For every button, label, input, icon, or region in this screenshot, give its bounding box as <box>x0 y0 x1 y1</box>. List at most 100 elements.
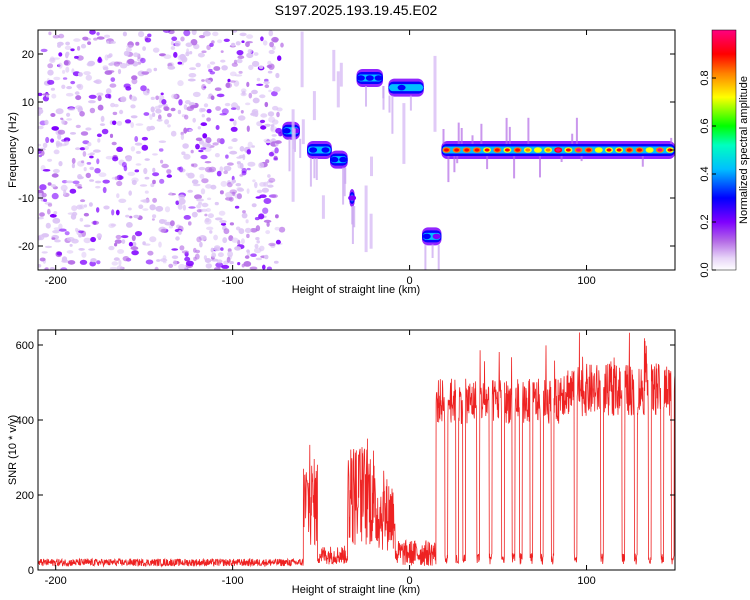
noise-blob <box>122 256 130 262</box>
streak <box>456 156 459 164</box>
noise-blob <box>85 127 92 131</box>
noise-blob <box>275 214 279 219</box>
noise-blob <box>51 93 57 99</box>
streak <box>508 126 511 144</box>
noise-blob <box>117 68 122 75</box>
noise-blob <box>38 92 43 97</box>
noise-blob <box>113 103 119 108</box>
noise-blob <box>76 84 82 89</box>
noise-blob <box>156 118 163 122</box>
noise-blob <box>209 42 214 48</box>
noise-blob <box>162 255 167 261</box>
noise-blob <box>70 80 76 85</box>
noise-blob <box>267 60 272 66</box>
noise-blob <box>240 110 244 114</box>
noise-blob <box>166 169 172 174</box>
noise-blob <box>119 109 124 115</box>
amplitude-peak <box>565 148 571 152</box>
amplitude-blob <box>422 233 431 240</box>
noise-blob <box>83 71 91 76</box>
noise-blob <box>63 59 71 66</box>
noise-blob <box>243 261 252 267</box>
noise-blob <box>264 140 272 144</box>
streak <box>457 122 460 144</box>
noise-blob <box>277 55 282 61</box>
noise-blob <box>205 184 213 189</box>
noise-blob <box>271 134 277 137</box>
streak <box>641 156 644 167</box>
noise-blob <box>95 185 101 189</box>
faint-streak <box>291 109 295 202</box>
faint-streak <box>370 156 373 177</box>
amplitude-peak <box>576 148 581 152</box>
noise-blob <box>189 51 193 55</box>
noise-blob <box>271 91 278 97</box>
noise-blob <box>202 143 208 148</box>
streak <box>442 129 445 144</box>
noise-blob <box>184 267 188 270</box>
amplitude-peak <box>444 148 449 152</box>
noise-blob <box>93 220 97 225</box>
x-tick-label: 100 <box>577 575 595 587</box>
noise-blob <box>103 205 110 210</box>
streak <box>580 156 583 162</box>
noise-blob <box>237 262 241 266</box>
noise-blob <box>229 80 236 83</box>
noise-blob <box>160 228 167 233</box>
noise-blob <box>230 107 237 110</box>
amplitude-peak <box>484 148 490 152</box>
amplitude-peak <box>586 148 592 152</box>
noise-blob <box>201 79 205 82</box>
noise-blob <box>77 176 84 180</box>
noise-blob <box>220 59 226 63</box>
noise-blob <box>187 189 193 193</box>
noise-blob <box>278 132 283 137</box>
noise-blob <box>247 49 253 54</box>
noise-blob <box>238 228 245 235</box>
noise-blob <box>60 184 68 192</box>
noise-blob <box>141 71 150 75</box>
noise-blob <box>201 50 207 53</box>
noise-blob <box>173 51 178 58</box>
noise-blob <box>155 205 164 212</box>
noise-blob <box>250 112 255 116</box>
streak <box>391 95 394 134</box>
noise-blob <box>266 221 270 227</box>
noise-blob <box>97 138 101 143</box>
noise-blob <box>178 230 182 235</box>
noise-blob <box>82 36 89 41</box>
noise-blob <box>44 119 49 126</box>
faint-streak <box>339 62 343 87</box>
noise-blob <box>69 243 73 247</box>
noise-blob <box>175 236 180 241</box>
noise-blob <box>188 206 196 209</box>
streak <box>486 156 489 170</box>
noise-blob <box>259 94 266 99</box>
snr-y-label: SNR (10 * v/v) <box>7 415 19 485</box>
noise-blob <box>198 149 204 153</box>
noise-blob <box>255 237 260 241</box>
noise-blob <box>133 52 139 58</box>
amplitude-blob <box>388 84 397 91</box>
noise-blob <box>74 183 82 187</box>
noise-blob <box>206 226 214 231</box>
noise-blob <box>190 39 198 46</box>
noise-blob <box>66 112 71 117</box>
noise-blob <box>79 147 86 151</box>
noise-blob <box>53 168 60 174</box>
streak <box>575 117 578 144</box>
noise-blob <box>219 190 224 195</box>
noise-blob <box>93 149 101 153</box>
noise-blob <box>159 178 165 184</box>
noise-blob <box>101 128 109 135</box>
noise-blob <box>38 108 44 115</box>
noise-blob <box>83 212 89 217</box>
noise-blob <box>113 257 120 261</box>
noise-blob <box>251 145 255 148</box>
noise-blob <box>66 118 72 121</box>
noise-blob <box>150 106 155 113</box>
noise-blob <box>201 114 205 118</box>
noise-blob <box>198 201 203 205</box>
noise-blob <box>249 266 258 270</box>
noise-blob <box>96 158 100 165</box>
